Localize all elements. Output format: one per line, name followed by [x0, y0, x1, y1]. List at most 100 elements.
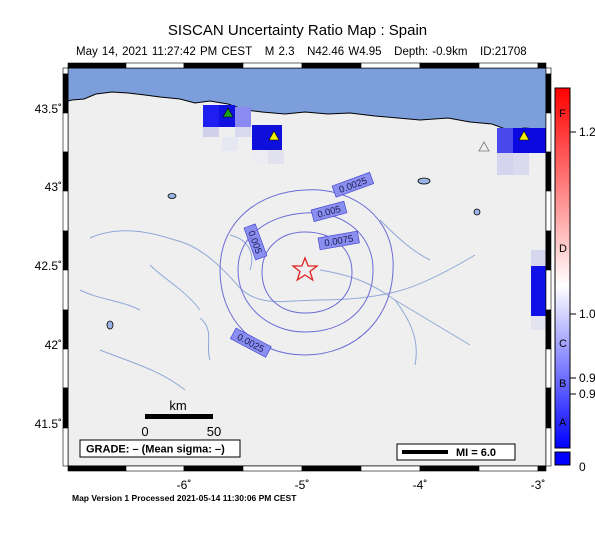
frame-segment	[360, 62, 421, 69]
frame-segment	[478, 62, 539, 69]
scale-bar-unit: km	[169, 398, 186, 413]
contour-0.0075	[261, 231, 353, 314]
x-tick: -4˚	[413, 478, 428, 492]
reservoir-5	[106, 320, 114, 330]
frame-segment	[183, 465, 244, 472]
frame-segment	[545, 309, 552, 350]
grade-box: GRADE: – (Mean sigma: –)	[79, 439, 241, 458]
frame-segment	[62, 67, 69, 75]
colorbar-grade: C	[559, 338, 567, 350]
colorbar-grade: D	[559, 243, 567, 255]
map-area: 0.0025 0.005 0.0075 0.005 0.0025	[68, 68, 546, 466]
reservoir-2	[417, 177, 431, 185]
frame-segment	[301, 62, 362, 69]
y-tick: 42.5˚	[35, 259, 62, 273]
frame-segment	[545, 67, 552, 75]
frame-segment	[537, 465, 547, 472]
frame-segment	[62, 309, 69, 350]
scale-bar: km 0 50	[141, 398, 221, 439]
frame-segment	[125, 465, 185, 472]
reservoir-1	[167, 193, 177, 199]
colorbar-value: 1.2	[579, 125, 595, 139]
colorbar-value: 0.9	[579, 371, 595, 385]
frame-segment	[419, 465, 480, 472]
colorbar-value: 0.9	[579, 387, 595, 401]
frame-segment	[545, 230, 552, 271]
x-tick: -6˚	[177, 478, 192, 492]
map-frame	[62, 62, 552, 472]
x-tick: -5˚	[295, 478, 310, 492]
y-tick: 42˚	[45, 338, 62, 352]
contour-label: 0.0075	[317, 230, 360, 251]
frame-segment	[360, 465, 421, 472]
colorbar-value: 1.0	[579, 307, 595, 321]
frame-segment	[62, 73, 69, 114]
frame-segment	[62, 190, 69, 232]
scale-bar-start: 0	[141, 424, 148, 439]
colorbar-grade: F	[559, 108, 566, 120]
land	[68, 68, 546, 466]
station-triangle	[478, 141, 490, 152]
frame-segment	[545, 269, 552, 311]
rivers	[79, 219, 476, 391]
frame-segment	[62, 112, 69, 153]
frame-segment	[478, 465, 539, 472]
frame-segment	[183, 62, 244, 69]
sea	[68, 68, 546, 131]
frame-segment	[62, 151, 69, 192]
x-axis: -6˚ -5˚ -4˚ -3˚	[177, 478, 546, 492]
mi-legend: MI = 6.0	[396, 443, 516, 461]
svg-text:MI = 6.0: MI = 6.0	[456, 447, 496, 459]
frame-segment	[67, 465, 127, 472]
frame-segment	[242, 465, 303, 472]
svg-text:0.0075: 0.0075	[324, 233, 355, 249]
frame-segment	[62, 269, 69, 311]
colorbar-gradient	[554, 87, 571, 449]
colorbar-zero-swatch	[554, 451, 571, 466]
frame-segment	[62, 230, 69, 271]
colorbar: F D C B A 1.2 1.0 0.9 0.9 0	[554, 87, 595, 474]
y-tick: 43.5˚	[35, 102, 62, 116]
event-date: May 14, 2021 11:27:42 PM CEST	[76, 46, 253, 58]
y-axis: 43.5˚ 43˚ 42.5˚ 42˚ 41.5˚	[35, 102, 62, 431]
frame-segment	[125, 62, 185, 69]
station-triangle	[222, 107, 234, 118]
epicenter-star	[291, 256, 319, 282]
event-location: N42.46 W4.95	[307, 46, 382, 58]
frame-segment	[242, 62, 303, 69]
frame-segment	[545, 73, 552, 114]
event-info: May 14, 2021 11:27:42 PM CEST M 2.3 N42.…	[76, 46, 527, 58]
station-triangle	[518, 130, 530, 141]
contour-0.005	[237, 212, 374, 333]
event-id: ID:21708	[480, 46, 527, 58]
scale-bar-end: 50	[207, 424, 221, 439]
frame-segment	[545, 151, 552, 192]
frame-segment	[67, 62, 127, 69]
y-tick: 43˚	[45, 180, 62, 194]
frame-segment	[545, 190, 552, 232]
colorbar-grade: B	[559, 378, 566, 390]
frame-segment	[301, 465, 362, 472]
y-tick: 41.5˚	[35, 417, 62, 431]
reservoir-4	[473, 208, 481, 216]
stations	[222, 107, 530, 152]
svg-text:GRADE: – (Mean sigma: –): GRADE: – (Mean sigma: –)	[86, 444, 225, 456]
event-depth: Depth: -0.9km	[394, 46, 468, 58]
grid-cells	[203, 105, 546, 330]
frame-segment	[62, 387, 69, 429]
station-triangle	[268, 130, 280, 141]
frame-segment	[545, 348, 552, 389]
x-tick: -3˚	[531, 478, 546, 492]
colorbar-value: 0	[579, 460, 586, 474]
event-magnitude: M 2.3	[264, 46, 295, 58]
contour-0.0025	[219, 189, 394, 356]
frame-segment	[419, 62, 480, 69]
colorbar-grade: A	[559, 417, 567, 429]
frame-segment	[545, 427, 552, 467]
contour-lines	[219, 189, 394, 356]
frame-segment	[545, 112, 552, 153]
frame-segment	[545, 387, 552, 429]
frame-segment	[62, 427, 69, 467]
frame-segment	[62, 348, 69, 389]
